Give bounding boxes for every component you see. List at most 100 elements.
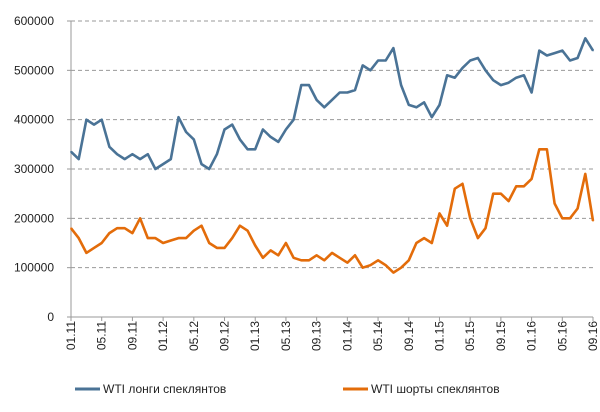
data-point-longs <box>315 99 318 101</box>
data-point-longs <box>584 37 587 40</box>
gridlines <box>71 20 593 269</box>
x-tick-label: 09.13 <box>310 321 324 351</box>
data-point-longs <box>430 116 433 118</box>
data-point-longs <box>454 76 456 79</box>
data-point-longs <box>93 123 95 126</box>
data-point-shorts <box>507 200 510 202</box>
data-point-shorts <box>415 242 418 244</box>
data-point-shorts <box>223 247 226 249</box>
data-point-longs <box>131 153 134 155</box>
data-point-shorts <box>254 244 257 247</box>
data-point-longs <box>384 59 387 62</box>
data-point-longs <box>193 138 195 141</box>
series-line-longs <box>70 36 595 171</box>
data-point-longs <box>592 49 594 52</box>
data-point-longs <box>292 118 295 121</box>
data-point-longs <box>500 84 502 86</box>
data-point-shorts <box>538 148 541 151</box>
x-tick-label: 05.15 <box>463 321 477 351</box>
data-point-shorts <box>100 242 103 244</box>
data-point-shorts <box>592 220 594 222</box>
data-point-shorts <box>216 247 218 249</box>
data-point-shorts <box>169 239 172 242</box>
data-point-shorts <box>146 237 149 239</box>
data-point-longs <box>308 84 310 86</box>
data-point-shorts <box>193 229 195 232</box>
data-point-shorts <box>576 207 579 210</box>
data-point-shorts <box>231 237 234 239</box>
data-point-longs <box>108 146 111 148</box>
x-tick-label: 09.11 <box>125 321 139 350</box>
legend-label-longs: WTI лонги спеклянтов <box>103 382 226 396</box>
x-tick-label: 05.14 <box>371 321 385 351</box>
data-point-shorts <box>292 257 295 259</box>
data-point-shorts <box>515 185 518 188</box>
data-point-shorts <box>285 242 287 244</box>
data-point-shorts <box>131 232 134 234</box>
data-point-longs <box>553 52 556 54</box>
data-point-longs <box>116 153 118 155</box>
data-point-longs <box>139 158 141 160</box>
data-point-shorts <box>154 237 157 239</box>
x-tick-label: 01.14 <box>340 321 354 351</box>
x-tick-label: 09.12 <box>218 321 232 351</box>
data-point-longs <box>277 141 280 143</box>
data-point-longs <box>423 101 425 104</box>
data-point-longs <box>123 158 126 160</box>
data-point-longs <box>530 91 533 94</box>
data-point-longs <box>377 59 379 62</box>
data-point-longs <box>469 59 471 62</box>
data-point-longs <box>100 118 103 121</box>
data-point-longs <box>507 81 510 84</box>
data-point-longs <box>146 153 149 155</box>
data-point-longs <box>177 116 180 118</box>
data-point-shorts <box>500 192 502 195</box>
data-point-longs <box>407 104 410 106</box>
data-point-shorts <box>277 254 280 257</box>
axes <box>70 21 593 318</box>
data-point-shorts <box>162 242 164 244</box>
data-point-longs <box>323 106 326 109</box>
data-point-longs <box>546 54 548 57</box>
data-point-longs <box>77 158 80 160</box>
x-tick-label: 05.13 <box>279 321 293 351</box>
data-point-shorts <box>454 187 456 190</box>
data-point-shorts <box>546 148 548 151</box>
data-point-shorts <box>369 264 372 267</box>
data-point-longs <box>246 148 249 151</box>
y-tick-label: 600000 <box>14 14 54 28</box>
data-point-shorts <box>93 247 95 249</box>
data-point-longs <box>169 158 172 160</box>
data-point-shorts <box>338 257 341 259</box>
data-point-longs <box>523 74 525 77</box>
data-point-shorts <box>331 252 333 254</box>
data-point-longs <box>154 168 157 170</box>
y-tick-label: 500000 <box>14 63 54 77</box>
data-point-shorts <box>123 227 126 229</box>
data-point-longs <box>361 64 364 67</box>
data-point-longs <box>576 57 579 59</box>
data-point-longs <box>162 163 164 165</box>
x-tick-label: 05.16 <box>555 321 569 351</box>
data-point-longs <box>300 84 303 86</box>
data-point-longs <box>446 74 448 77</box>
data-point-shorts <box>208 242 210 244</box>
data-point-shorts <box>239 224 241 227</box>
x-tick-label: 01.12 <box>156 321 170 351</box>
legend: WTI лонги спеклянтов WTI шорты спеклянто… <box>75 382 500 396</box>
y-tick-label: 200000 <box>14 211 54 225</box>
data-point-shorts <box>446 224 448 227</box>
x-tick-label: 09.14 <box>402 321 416 351</box>
series-lines <box>69 36 595 274</box>
y-tick-label: 300000 <box>14 162 54 176</box>
x-tick-label: 09.16 <box>586 321 600 351</box>
data-point-longs <box>538 49 541 52</box>
data-point-longs <box>392 47 395 49</box>
data-point-shorts <box>569 217 571 220</box>
y-axis-ticks: 0 100000 200000 300000 400000 500000 600000 <box>14 14 71 324</box>
data-point-longs <box>216 153 218 155</box>
data-point-shorts <box>561 217 564 220</box>
y-tick-label: 400000 <box>14 113 54 127</box>
data-point-longs <box>285 128 287 131</box>
data-point-shorts <box>108 232 111 234</box>
